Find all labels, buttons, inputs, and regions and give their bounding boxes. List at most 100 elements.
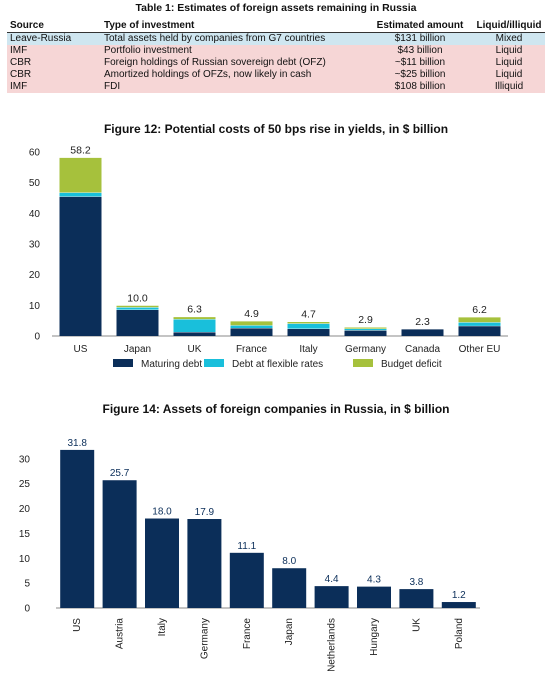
bar xyxy=(314,586,349,608)
bar xyxy=(187,519,222,608)
value-label: 8.0 xyxy=(282,556,296,567)
bar-segment xyxy=(116,309,159,336)
x-tick-label: UK xyxy=(188,344,202,355)
cell-type: Foreign holdings of Russian sovereign de… xyxy=(101,57,367,69)
table-header-row: Source Type of investment Estimated amou… xyxy=(7,18,545,33)
value-label: 25.7 xyxy=(110,468,130,479)
value-label: 4.3 xyxy=(367,575,381,586)
cell-amount: ~$25 billion xyxy=(367,69,473,81)
bar-segment xyxy=(344,328,387,331)
header-liquidity: Liquid/illiquid xyxy=(473,18,545,33)
y-tick-label: 0 xyxy=(24,604,30,615)
x-tick-label: Poland xyxy=(454,618,465,649)
x-tick-label: US xyxy=(72,618,83,632)
cell-type: Portfolio investment xyxy=(101,45,367,57)
cell-source: Leave-Russia xyxy=(7,32,101,45)
x-tick-label: Japan xyxy=(284,618,295,645)
bar-segment xyxy=(458,322,501,326)
x-tick-label: Germany xyxy=(199,618,210,659)
total-label: 6.2 xyxy=(472,304,487,316)
cell-liquidity: Illiquid xyxy=(473,81,545,93)
cell-amount: $108 billion xyxy=(367,81,473,93)
total-label: 4.7 xyxy=(301,309,316,321)
bar xyxy=(145,518,179,608)
value-label: 1.2 xyxy=(452,590,466,601)
total-label: 2.9 xyxy=(358,314,373,326)
y-tick-label: 40 xyxy=(29,209,41,220)
bar-segment xyxy=(230,328,273,336)
legend-swatch xyxy=(204,359,224,367)
value-label: 18.0 xyxy=(152,507,172,518)
bar-segment xyxy=(173,316,216,320)
x-tick-label: UK xyxy=(411,618,422,632)
x-tick-label: Italy xyxy=(299,344,317,355)
x-tick-label: Japan xyxy=(124,344,151,355)
cell-liquidity: Liquid xyxy=(473,57,545,69)
total-label: 6.3 xyxy=(187,304,202,316)
bar xyxy=(399,589,434,608)
x-tick-label: Canada xyxy=(405,344,440,355)
bar-segment xyxy=(59,196,102,336)
bar-segment xyxy=(116,305,159,308)
bar-segment xyxy=(344,330,387,336)
bar-segment xyxy=(287,321,330,324)
y-tick-label: 25 xyxy=(19,479,31,490)
x-tick-label: France xyxy=(242,618,253,650)
table-row: CBR Amortized holdings of OFZs, now like… xyxy=(7,69,545,81)
bar-segment xyxy=(59,157,102,193)
bar-segment xyxy=(401,328,444,336)
bar xyxy=(441,602,476,608)
bar-segment xyxy=(116,307,159,310)
cell-source: CBR xyxy=(7,69,101,81)
cell-amount: $131 billion xyxy=(367,32,473,45)
bar-segment xyxy=(287,328,330,336)
cell-source: CBR xyxy=(7,57,101,69)
total-label: 10.0 xyxy=(127,292,148,304)
legend-swatch xyxy=(353,359,373,367)
bar-segment xyxy=(287,323,330,329)
y-tick-label: 20 xyxy=(29,270,41,281)
x-tick-label: France xyxy=(236,344,268,355)
cell-type: Total assets held by companies from G7 c… xyxy=(101,32,367,45)
y-tick-label: 5 xyxy=(24,579,30,590)
bar-segment xyxy=(458,316,501,323)
y-tick-label: 30 xyxy=(19,454,31,465)
cell-source: IMF xyxy=(7,45,101,57)
bar xyxy=(357,586,391,608)
bar xyxy=(229,552,264,608)
cell-type: Amortized holdings of OFZs, now likely i… xyxy=(101,69,367,81)
bar-segment xyxy=(173,332,216,336)
cell-source: IMF xyxy=(7,81,101,93)
legend-label: Budget deficit xyxy=(381,359,442,370)
total-label: 58.2 xyxy=(70,145,91,157)
table-row: IMF Portfolio investment $43 billion Liq… xyxy=(7,45,545,57)
x-tick-label: Italy xyxy=(157,618,168,636)
cell-liquidity: Mixed xyxy=(473,32,545,45)
x-tick-label: US xyxy=(74,344,88,355)
legend-swatch xyxy=(113,359,133,367)
header-type: Type of investment xyxy=(101,18,367,33)
value-label: 11.1 xyxy=(237,541,256,552)
y-tick-label: 10 xyxy=(29,301,41,312)
bar xyxy=(272,568,307,608)
bar-segment xyxy=(230,320,273,326)
figure-14-title: Figure 14: Assets of foreign companies i… xyxy=(102,402,450,416)
cell-amount: $43 billion xyxy=(367,45,473,57)
total-label: 2.3 xyxy=(415,316,430,328)
cell-type: FDI xyxy=(101,81,367,93)
value-label: 4.4 xyxy=(325,574,339,585)
x-tick-label: Germany xyxy=(345,344,386,355)
x-tick-label: Austria xyxy=(115,618,126,650)
y-tick-label: 0 xyxy=(34,332,40,343)
table-row: IMF FDI $108 billion Illiquid xyxy=(7,81,545,93)
bar-segment xyxy=(344,327,387,329)
header-amount: Estimated amount xyxy=(367,18,473,33)
table-row: CBR Foreign holdings of Russian sovereig… xyxy=(7,57,545,69)
legend-label: Debt at flexible rates xyxy=(232,359,323,370)
cell-liquidity: Liquid xyxy=(473,45,545,57)
y-tick-label: 20 xyxy=(19,504,31,515)
y-tick-label: 10 xyxy=(19,554,31,565)
value-label: 3.8 xyxy=(409,577,423,588)
y-tick-label: 50 xyxy=(29,178,41,189)
bar-segment xyxy=(59,192,102,197)
